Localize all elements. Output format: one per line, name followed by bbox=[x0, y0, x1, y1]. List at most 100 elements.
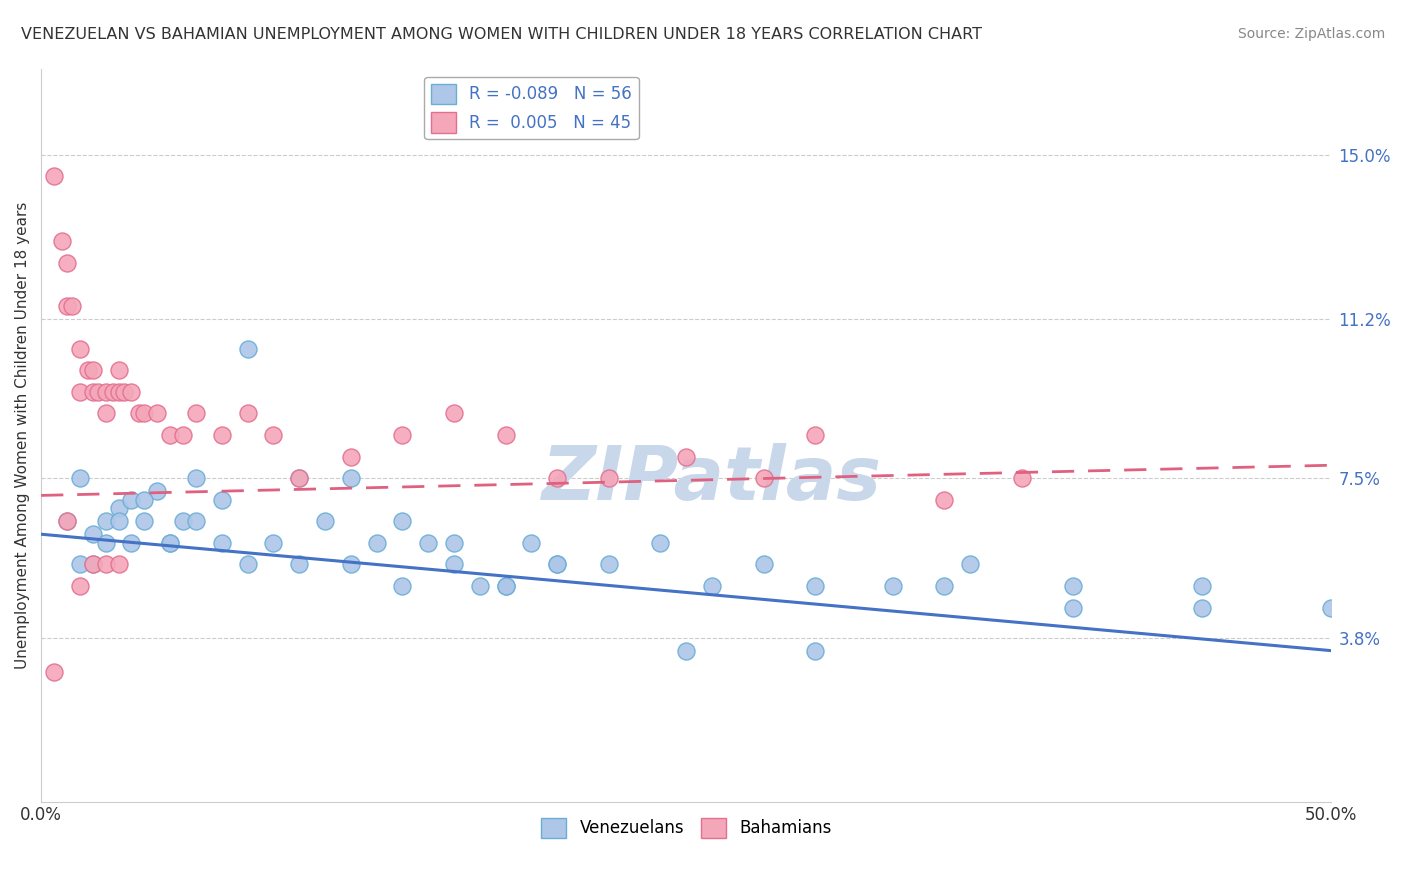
Point bbox=[82, 527, 104, 541]
Point bbox=[82, 384, 104, 399]
Point bbox=[172, 514, 194, 528]
Point bbox=[107, 384, 129, 399]
Point bbox=[804, 428, 827, 442]
Point bbox=[146, 484, 169, 499]
Point bbox=[288, 471, 311, 485]
Point bbox=[675, 643, 697, 657]
Point bbox=[112, 384, 135, 399]
Point bbox=[391, 514, 413, 528]
Point bbox=[120, 536, 142, 550]
Point bbox=[546, 558, 568, 572]
Y-axis label: Unemployment Among Women with Children Under 18 years: Unemployment Among Women with Children U… bbox=[15, 202, 30, 669]
Point bbox=[56, 299, 79, 313]
Point bbox=[184, 471, 207, 485]
Point bbox=[159, 536, 181, 550]
Legend: Venezuelans, Bahamians: Venezuelans, Bahamians bbox=[534, 811, 838, 845]
Point bbox=[1191, 579, 1213, 593]
Point bbox=[675, 450, 697, 464]
Point bbox=[262, 536, 284, 550]
Point bbox=[288, 558, 311, 572]
Point bbox=[236, 407, 259, 421]
Point bbox=[1062, 600, 1084, 615]
Point bbox=[94, 514, 117, 528]
Point bbox=[1011, 471, 1033, 485]
Text: VENEZUELAN VS BAHAMIAN UNEMPLOYMENT AMONG WOMEN WITH CHILDREN UNDER 18 YEARS COR: VENEZUELAN VS BAHAMIAN UNEMPLOYMENT AMON… bbox=[21, 27, 981, 42]
Point bbox=[339, 558, 361, 572]
Point bbox=[107, 501, 129, 516]
Point bbox=[262, 428, 284, 442]
Point bbox=[418, 536, 440, 550]
Point bbox=[69, 558, 91, 572]
Point bbox=[468, 579, 491, 593]
Point bbox=[443, 558, 465, 572]
Point bbox=[495, 579, 517, 593]
Point bbox=[69, 579, 91, 593]
Point bbox=[1062, 579, 1084, 593]
Point bbox=[42, 665, 65, 680]
Point bbox=[159, 428, 181, 442]
Point bbox=[959, 558, 981, 572]
Point bbox=[598, 471, 620, 485]
Point bbox=[752, 471, 775, 485]
Point bbox=[804, 643, 827, 657]
Point bbox=[520, 536, 543, 550]
Point bbox=[184, 514, 207, 528]
Point bbox=[314, 514, 336, 528]
Point bbox=[94, 384, 117, 399]
Point bbox=[120, 492, 142, 507]
Point bbox=[1191, 600, 1213, 615]
Point bbox=[56, 514, 79, 528]
Point bbox=[82, 558, 104, 572]
Point bbox=[288, 471, 311, 485]
Point bbox=[495, 579, 517, 593]
Point bbox=[159, 536, 181, 550]
Point bbox=[700, 579, 723, 593]
Point bbox=[391, 428, 413, 442]
Point bbox=[804, 579, 827, 593]
Point bbox=[60, 299, 83, 313]
Point bbox=[650, 536, 672, 550]
Point bbox=[94, 558, 117, 572]
Point bbox=[69, 384, 91, 399]
Point bbox=[134, 407, 156, 421]
Point bbox=[934, 579, 956, 593]
Point bbox=[107, 514, 129, 528]
Point bbox=[339, 471, 361, 485]
Point bbox=[546, 558, 568, 572]
Point bbox=[211, 536, 233, 550]
Point bbox=[495, 428, 517, 442]
Point bbox=[128, 407, 150, 421]
Point bbox=[598, 558, 620, 572]
Point bbox=[339, 450, 361, 464]
Point bbox=[56, 514, 79, 528]
Point bbox=[391, 579, 413, 593]
Point bbox=[107, 363, 129, 377]
Point bbox=[107, 558, 129, 572]
Point bbox=[366, 536, 388, 550]
Text: Source: ZipAtlas.com: Source: ZipAtlas.com bbox=[1237, 27, 1385, 41]
Point bbox=[134, 492, 156, 507]
Point bbox=[94, 536, 117, 550]
Point bbox=[146, 407, 169, 421]
Point bbox=[443, 536, 465, 550]
Point bbox=[69, 471, 91, 485]
Point bbox=[211, 492, 233, 507]
Point bbox=[69, 342, 91, 356]
Point bbox=[76, 363, 98, 377]
Point bbox=[82, 558, 104, 572]
Point bbox=[120, 384, 142, 399]
Point bbox=[172, 428, 194, 442]
Point bbox=[211, 428, 233, 442]
Point bbox=[103, 384, 125, 399]
Point bbox=[1320, 600, 1343, 615]
Point bbox=[56, 255, 79, 269]
Point bbox=[82, 363, 104, 377]
Point bbox=[752, 558, 775, 572]
Point bbox=[443, 407, 465, 421]
Point bbox=[882, 579, 904, 593]
Point bbox=[94, 407, 117, 421]
Point bbox=[236, 558, 259, 572]
Point bbox=[87, 384, 110, 399]
Point bbox=[546, 471, 568, 485]
Point bbox=[934, 492, 956, 507]
